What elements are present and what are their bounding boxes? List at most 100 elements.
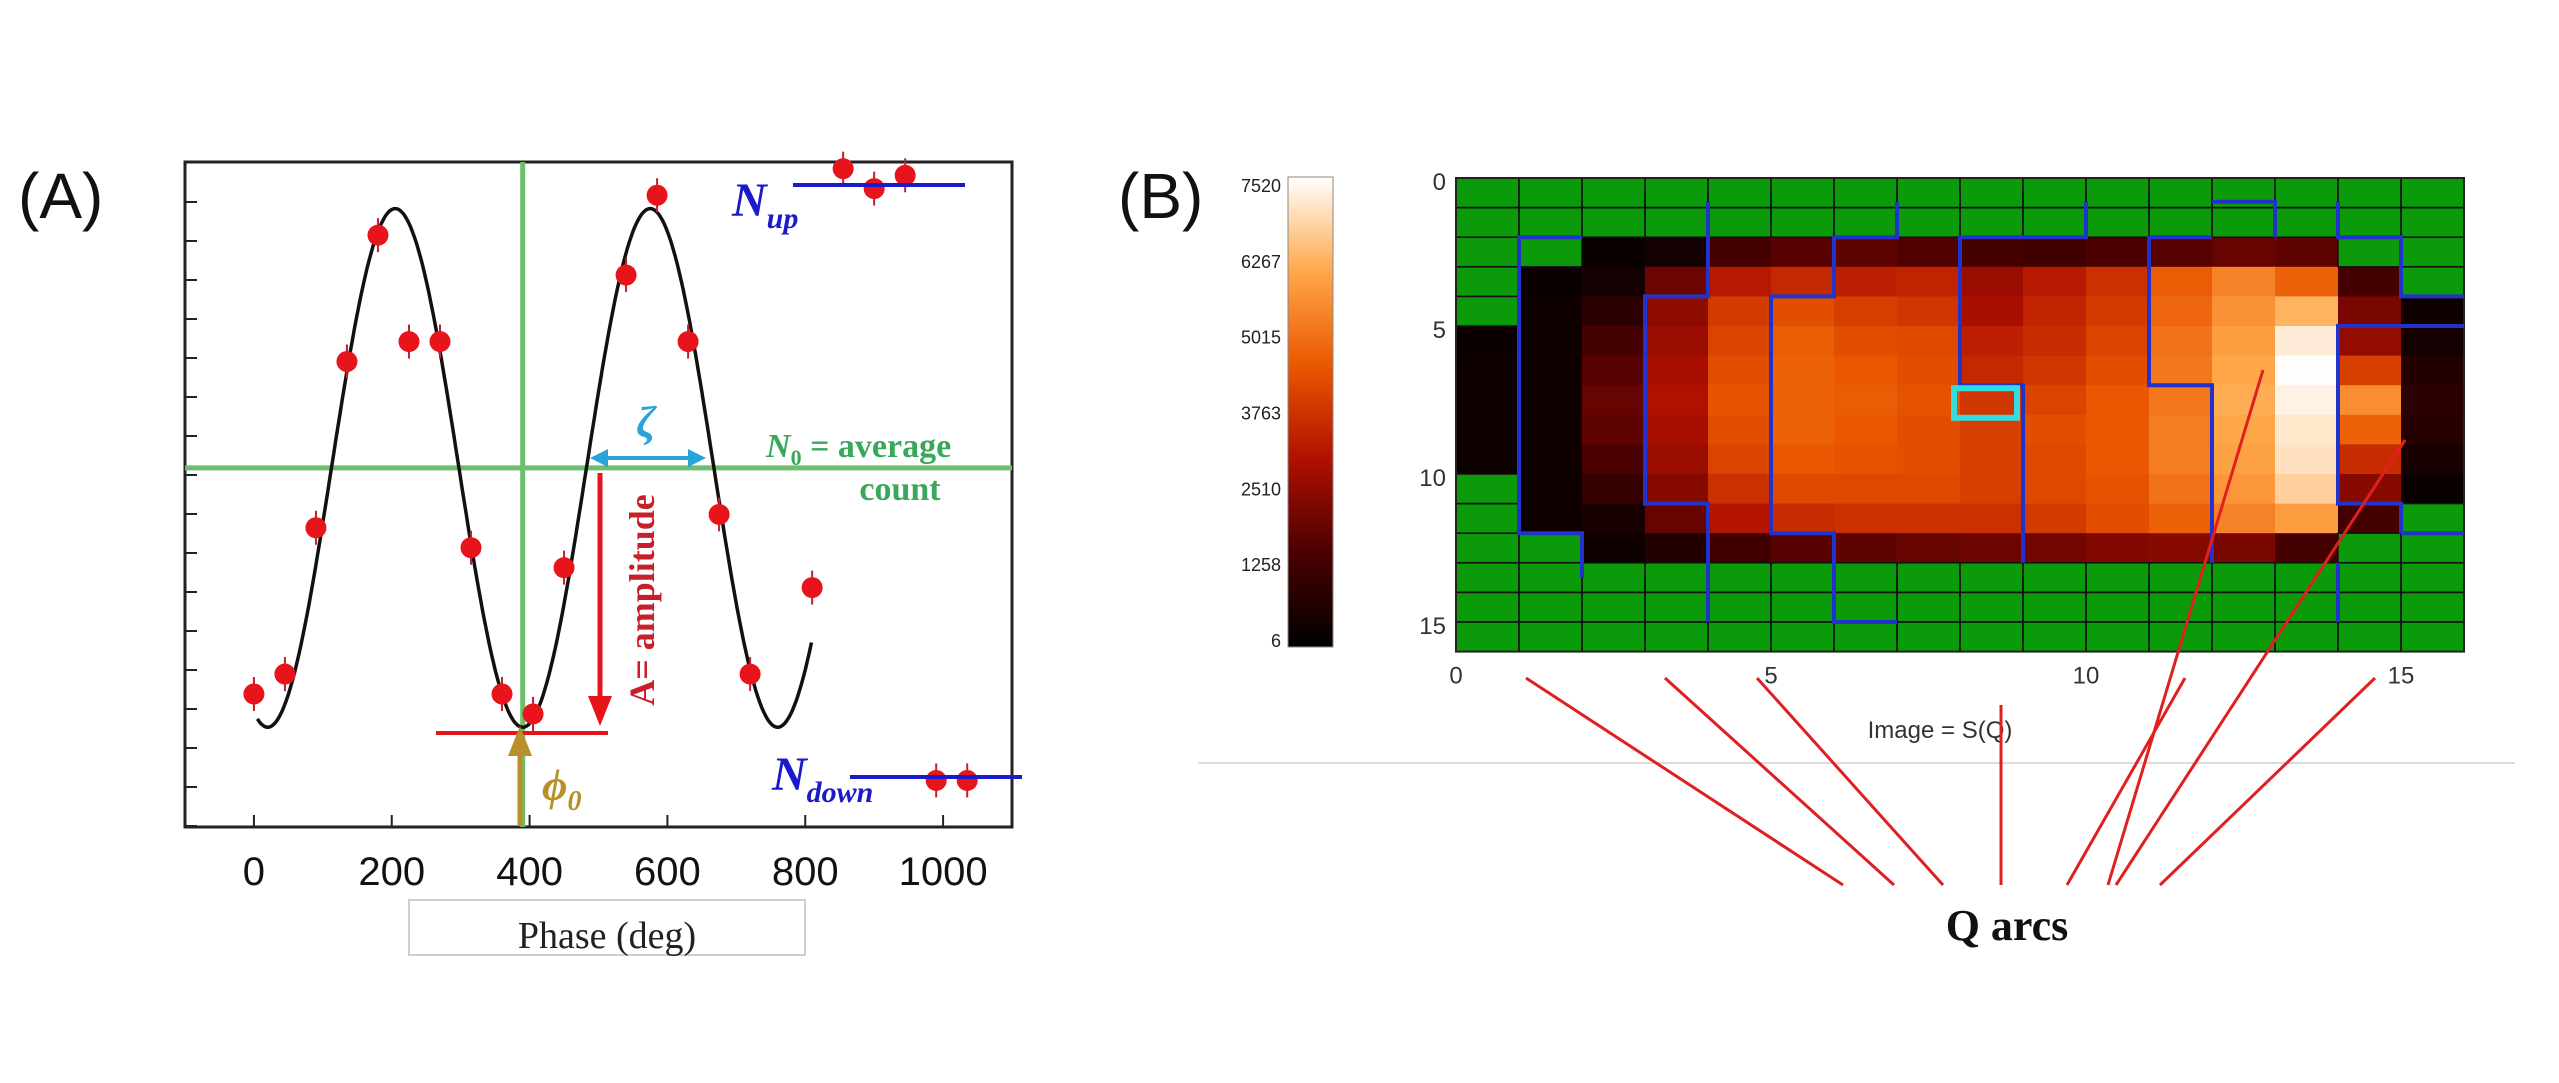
heatmap-cell: [1771, 533, 1835, 564]
heatmap-cell: [2023, 444, 2087, 475]
heatmap-cell: [1519, 503, 1583, 534]
heatmap-cell: [1960, 326, 2024, 357]
heatmap-cell: [2023, 178, 2087, 209]
heatmap-cell: [2086, 355, 2150, 386]
q-arc-pointer: [1525, 676, 1844, 887]
x-tick-label: 1000: [899, 850, 988, 894]
heatmap-cell: [1645, 533, 1709, 564]
panel-b-label: (B): [1118, 160, 1203, 232]
heatmap-cell: [1834, 592, 1898, 623]
heatmap-cell: [1645, 207, 1709, 238]
heatmap-cell: [1771, 385, 1835, 416]
heatmap-cell: [1834, 355, 1898, 386]
heatmap-cell: [1708, 474, 1772, 505]
heatmap-cell: [1708, 503, 1772, 534]
heatmap-cell: [1708, 355, 1772, 386]
heatmap-x-tick-label: 10: [2073, 663, 2100, 690]
heatmap-cell: [2023, 474, 2087, 505]
data-point: [336, 351, 358, 372]
q-arc-pointers: [1525, 369, 2407, 887]
heatmap-cell: [1582, 562, 1646, 593]
heatmap-cell: [2275, 414, 2339, 445]
amplitude-arrowhead: [588, 696, 612, 726]
n0-label: N0 = average: [765, 428, 951, 470]
heatmap-cell: [2275, 622, 2339, 653]
heatmap-cell: [1834, 207, 1898, 238]
heatmap-cell: [1456, 533, 1520, 564]
heatmap-cell: [2275, 385, 2339, 416]
heatmap-cell: [1708, 237, 1772, 268]
heatmap-cell: [1645, 503, 1709, 534]
heatmap-cell: [1897, 503, 1961, 534]
heatmap-cell: [1771, 296, 1835, 327]
heatmap-cell: [1582, 237, 1646, 268]
heatmap-cell: [2275, 237, 2339, 268]
heatmap-cell: [1771, 503, 1835, 534]
heatmap-cell: [1582, 178, 1646, 209]
x-tick-label: 800: [772, 850, 839, 894]
heatmap-cell: [1960, 237, 2024, 268]
heatmap-cell: [1645, 178, 1709, 209]
heatmap-cell: [1897, 385, 1961, 416]
heatmap-cell: [1897, 237, 1961, 268]
heatmap-cell: [1519, 444, 1583, 475]
heatmap-cell: [1582, 533, 1646, 564]
heatmap-cell: [2401, 414, 2465, 445]
heatmap-cell: [1456, 355, 1520, 386]
heatmap-cell: [1771, 266, 1835, 297]
heatmap-cell: [2212, 592, 2276, 623]
heatmap-cell: [2275, 178, 2339, 209]
q-arc-boundary: [1769, 201, 1899, 624]
heatmap-cell: [1960, 207, 2024, 238]
heatmap-cell: [1582, 503, 1646, 534]
heatmap-cell: [2401, 503, 2465, 534]
q-arc-boundary: [2212, 199, 2277, 238]
data-point: [801, 577, 823, 599]
heatmap-x-tick-label: 15: [2388, 663, 2415, 690]
heatmap-cell: [2149, 592, 2213, 623]
heatmap-cell: [2212, 207, 2276, 238]
colorbar-tick-label: 3763: [1241, 404, 1281, 424]
heatmap-cell: [2275, 562, 2339, 593]
heatmap-cell: [1708, 326, 1772, 357]
heatmap-cell: [2401, 533, 2465, 564]
heatmap-cell: [1519, 237, 1583, 268]
panel-a-label: (A): [18, 160, 103, 232]
heatmap-cell: [2149, 326, 2213, 357]
data-point: [832, 158, 854, 180]
x-tick-label: 400: [496, 850, 563, 894]
heatmap-cell: [2338, 414, 2402, 445]
heatmap-cell: [1834, 178, 1898, 209]
n-up-label: Nup: [731, 174, 798, 235]
xlabel-box: [408, 899, 806, 956]
heatmap-cell: [1519, 474, 1583, 505]
colorbar-tick-label: 1258: [1241, 555, 1281, 575]
heatmap-cell: [1897, 296, 1961, 327]
heatmap-cell: [1834, 444, 1898, 475]
heatmap-cell: [2275, 266, 2339, 297]
heatmap-cell: [1456, 296, 1520, 327]
heatmap-cell: [2401, 444, 2465, 475]
heatmap-cell: [1708, 592, 1772, 623]
x-axis-label: Phase (deg): [518, 915, 696, 957]
heatmap-cell: [2338, 355, 2402, 386]
heatmap-cell: [1834, 503, 1898, 534]
heatmap-cell: [1897, 326, 1961, 357]
heatmap-cell: [1771, 474, 1835, 505]
heatmap-cell: [1645, 592, 1709, 623]
heatmap-cell: [2338, 266, 2402, 297]
heatmap-cell: [1960, 474, 2024, 505]
heatmap-cell: [2023, 207, 2087, 238]
heatmap-cell: [1582, 622, 1646, 653]
heatmap-cell: [2401, 296, 2465, 327]
heatmap-cell: [1834, 266, 1898, 297]
data-point: [894, 164, 916, 186]
q-arc-boundary: [2147, 235, 2214, 563]
data-point: [367, 224, 389, 246]
data-point: [491, 683, 513, 705]
heatmap-cell: [1708, 622, 1772, 653]
data-point: [522, 703, 544, 725]
y-ticks: [185, 201, 197, 827]
q-arc-pointer: [1755, 676, 1945, 887]
heatmap-cell: [1645, 562, 1709, 593]
